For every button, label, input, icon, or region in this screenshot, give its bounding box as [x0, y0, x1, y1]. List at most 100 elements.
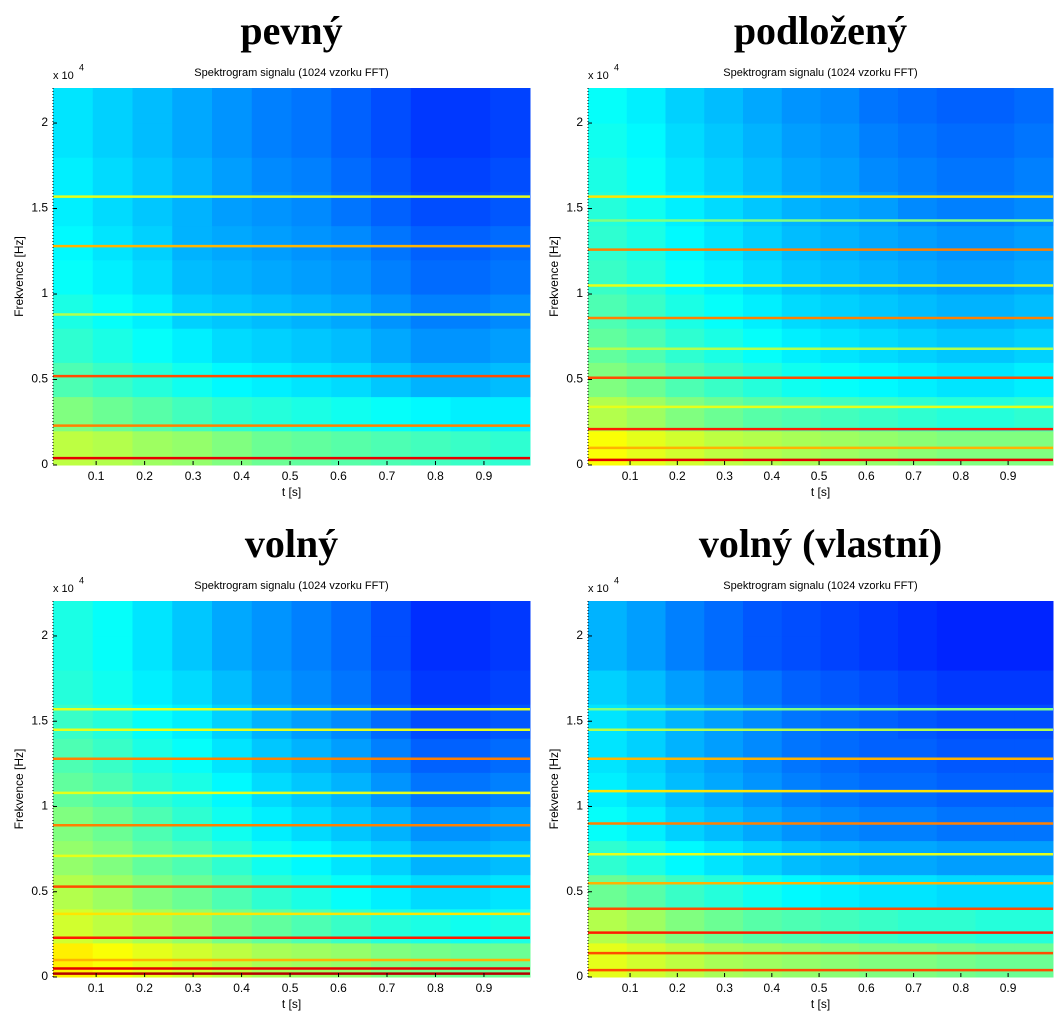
heatmap-cell [172, 738, 213, 773]
heatmap-cell [859, 88, 899, 124]
heatmap-cell [92, 840, 133, 876]
heatmap-cell [212, 225, 253, 261]
panel-title: volný (vlastní) [699, 521, 942, 566]
heatmap-cell [251, 362, 292, 398]
y-tick-label: 1.5 [566, 713, 583, 727]
heatmap-cell [490, 635, 531, 671]
heatmap-cell [490, 874, 531, 910]
heatmap-cell [410, 157, 451, 192]
heatmap-cell [936, 88, 976, 124]
heatmap-cell [450, 840, 491, 876]
heatmap-cell [212, 874, 253, 910]
heatmap-cell [898, 328, 938, 363]
heatmap-cell [132, 362, 173, 398]
heatmap-cell [212, 772, 253, 807]
y-tick-label: 1.5 [31, 201, 48, 215]
heatmap-cell [251, 635, 292, 671]
heatmap-cell [371, 601, 412, 637]
heatmap-cell [172, 430, 213, 466]
heatmap-cell [898, 908, 938, 944]
heatmap-cell [665, 123, 705, 158]
heatmap-cell [92, 328, 133, 363]
heatmap-cell [291, 328, 332, 363]
heatmap-cell [781, 396, 821, 432]
panel-title: pevný [240, 8, 342, 53]
heatmap-cell [743, 601, 783, 637]
heatmap-cell [820, 88, 860, 124]
heatmap-cell [371, 328, 412, 363]
heatmap-cell [251, 294, 292, 329]
y-multiplier-exponent: 4 [614, 575, 619, 585]
heatmap-cell [859, 670, 899, 705]
heatmap-cell [212, 430, 253, 466]
x-axis-label: t [s] [282, 485, 301, 499]
heatmap-cell [898, 396, 938, 432]
heatmap-cell [371, 874, 412, 910]
x-tick-label: 0.8 [427, 981, 444, 995]
heatmap-cell [1014, 942, 1054, 978]
heatmap-cell [212, 635, 253, 671]
heatmap-cell [450, 635, 491, 671]
y-axis-label: Frekvence [Hz] [12, 749, 26, 830]
heatmap-cell [781, 259, 821, 295]
heatmap-cell [291, 362, 332, 398]
heatmap-cell [53, 601, 94, 637]
panel-title: volný [245, 521, 338, 566]
heatmap-cell [820, 601, 860, 637]
heatmap-cell [371, 362, 412, 398]
heatmap-cell [588, 88, 628, 124]
heatmap-cell [820, 874, 860, 910]
heatmap-cell [665, 328, 705, 363]
x-tick-label: 0.6 [858, 981, 875, 995]
heatmap-cell [212, 123, 253, 158]
heatmap-cell [212, 157, 253, 192]
heatmap-cell [53, 874, 94, 910]
x-tick-label: 0.6 [858, 469, 875, 483]
heatmap-cell [626, 362, 666, 398]
heatmap-cell [371, 670, 412, 705]
heatmap-cell [450, 670, 491, 705]
heatmap-cell [172, 328, 213, 363]
x-tick-label: 0.8 [427, 469, 444, 483]
heatmap-cell [450, 123, 491, 158]
y-tick-label: 0 [41, 457, 48, 471]
x-tick-label: 0.9 [476, 469, 493, 483]
x-tick-label: 0.5 [811, 469, 828, 483]
heatmap-cell [588, 942, 628, 978]
subtitle: Spektrogram signalu (1024 vzorku FFT) [194, 67, 388, 79]
heatmap-cell [53, 635, 94, 671]
heatmap-cell [936, 738, 976, 773]
x-tick-label: 0.3 [185, 981, 202, 995]
heatmap-cell [588, 294, 628, 329]
heatmap-cell [588, 670, 628, 705]
heatmap-cell [975, 225, 1015, 261]
heatmap-cell [291, 738, 332, 773]
y-multiplier: x 10 [53, 583, 74, 595]
heatmap-cell [331, 840, 372, 876]
heatmap-cell [410, 294, 451, 329]
heatmap-cell [588, 123, 628, 158]
heatmap-cell [251, 806, 292, 842]
y-axis-label: Frekvence [Hz] [12, 236, 26, 317]
heatmap-cell [936, 601, 976, 637]
heatmap-cell [331, 362, 372, 398]
heatmap-cell [936, 157, 976, 192]
heatmap-cell [410, 601, 451, 637]
heatmap-cell [626, 225, 666, 261]
heatmap-cell [331, 635, 372, 671]
x-tick-label: 0.1 [622, 981, 639, 995]
heatmap-cell [450, 259, 491, 295]
heatmap-cell [92, 874, 133, 910]
heatmap-cell [331, 123, 372, 158]
heatmap-cell [291, 601, 332, 637]
heatmap-cell [410, 123, 451, 158]
heatmap-cell [53, 738, 94, 773]
heatmap-cell [53, 670, 94, 705]
heatmap-cell [172, 772, 213, 807]
heatmap-cell [92, 806, 133, 842]
heatmap-cell [132, 225, 173, 261]
heatmap-cell [820, 840, 860, 876]
heatmap-cell [53, 225, 94, 261]
heatmap-cell [291, 157, 332, 192]
x-tick-label: 0.7 [905, 469, 922, 483]
